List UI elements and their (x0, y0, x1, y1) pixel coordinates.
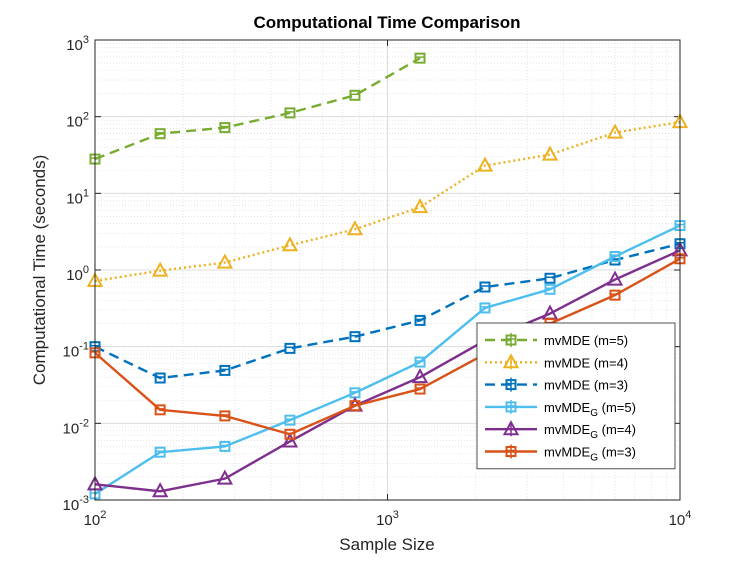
x-tick-label: 102 (84, 509, 107, 529)
data-point-marker (346, 220, 364, 236)
data-point-marker (219, 410, 231, 422)
y-tick-label: 103 (66, 34, 89, 54)
x-axis-label: Sample Size (339, 535, 434, 554)
data-point-marker (414, 383, 426, 395)
data-point-marker (216, 253, 234, 269)
data-point-marker (284, 342, 296, 354)
series-layer (86, 52, 689, 500)
legend-marker (505, 379, 517, 391)
data-point-marker (281, 236, 299, 252)
legend-item: mvMDEG (m=3) (485, 444, 636, 464)
series-1 (89, 52, 426, 165)
series-line (94, 242, 681, 380)
data-point-marker (154, 404, 166, 416)
data-point-marker (219, 364, 231, 376)
data-point-marker (609, 289, 621, 301)
data-point-marker (151, 482, 169, 498)
x-tick-label: 104 (669, 509, 692, 529)
data-point-marker (219, 440, 231, 452)
data-point-marker (544, 272, 556, 284)
series-line (94, 257, 681, 436)
legend-item: mvMDE (m=4) (485, 353, 628, 370)
data-point-marker (284, 414, 296, 426)
legend-marker (505, 401, 517, 413)
data-point-marker (349, 89, 361, 101)
data-point-marker (151, 261, 169, 277)
legend-label: mvMDE (m=5) (544, 333, 628, 348)
x-tick-label: 103 (376, 509, 399, 529)
axes-box (94, 39, 681, 501)
data-point-marker (281, 432, 299, 448)
data-point-marker (154, 446, 166, 458)
chart-title: Computational Time Comparison (254, 13, 521, 32)
legend: mvMDE (m=5) mvMDE (m=4) mvMDE (m=3) mvMDEG … (476, 322, 676, 470)
legend-label: mvMDE (m=4) (544, 355, 628, 370)
data-point-marker (609, 250, 621, 262)
series-line (94, 224, 681, 495)
data-point-marker (479, 302, 491, 314)
y-tick-label: 10-2 (63, 417, 89, 437)
legend-item: mvMDE (m=5) (485, 333, 628, 348)
series-2 (86, 112, 689, 287)
legend-marker (505, 446, 517, 457)
legend-marker (505, 334, 517, 346)
data-point-marker (544, 283, 556, 295)
data-point-marker (414, 52, 426, 64)
data-point-marker (216, 469, 234, 485)
series-line (94, 57, 421, 161)
legend-item: mvMDEG (m=4) (485, 420, 636, 441)
data-point-marker (284, 107, 296, 119)
data-point-marker (411, 198, 429, 214)
data-point-marker (541, 145, 559, 161)
legend-label: mvMDEG (m=4) (544, 422, 636, 441)
data-point-marker (414, 314, 426, 326)
y-tick-label: 100 (66, 264, 89, 284)
data-point-marker (476, 156, 494, 172)
series-4 (89, 220, 686, 500)
legend-item: mvMDEG (m=5) (485, 399, 636, 419)
legend-label: mvMDE (m=3) (544, 378, 628, 393)
series-line (94, 249, 681, 493)
data-point-marker (284, 428, 296, 440)
y-tick-label: 101 (66, 187, 89, 207)
legend-label: mvMDEG (m=5) (544, 400, 636, 419)
data-point-marker (606, 270, 624, 286)
data-point-marker (154, 128, 166, 140)
legend-marker (502, 353, 520, 369)
data-point-marker (479, 281, 491, 293)
data-point-marker (349, 331, 361, 343)
y-tick-label: 102 (66, 111, 89, 131)
data-point-marker (411, 368, 429, 384)
legend-label: mvMDEG (m=3) (544, 445, 636, 464)
legend-box (476, 322, 676, 470)
data-point-marker (414, 356, 426, 368)
data-point-marker (349, 400, 361, 412)
axis-ticks: 102 103 104 10-3 10-2 10-1 100 101 102 103 (63, 34, 692, 529)
data-point-marker (154, 372, 166, 384)
y-tick-label: 10-3 (63, 494, 89, 514)
y-tick-label: 10-1 (63, 341, 89, 361)
y-axis-label: Computational Time (seconds) (30, 155, 49, 386)
data-point-marker (219, 122, 231, 134)
series-line (94, 120, 681, 283)
legend-item: mvMDE (m=3) (485, 377, 628, 393)
legend-marker (502, 420, 520, 436)
data-point-marker (606, 123, 624, 139)
